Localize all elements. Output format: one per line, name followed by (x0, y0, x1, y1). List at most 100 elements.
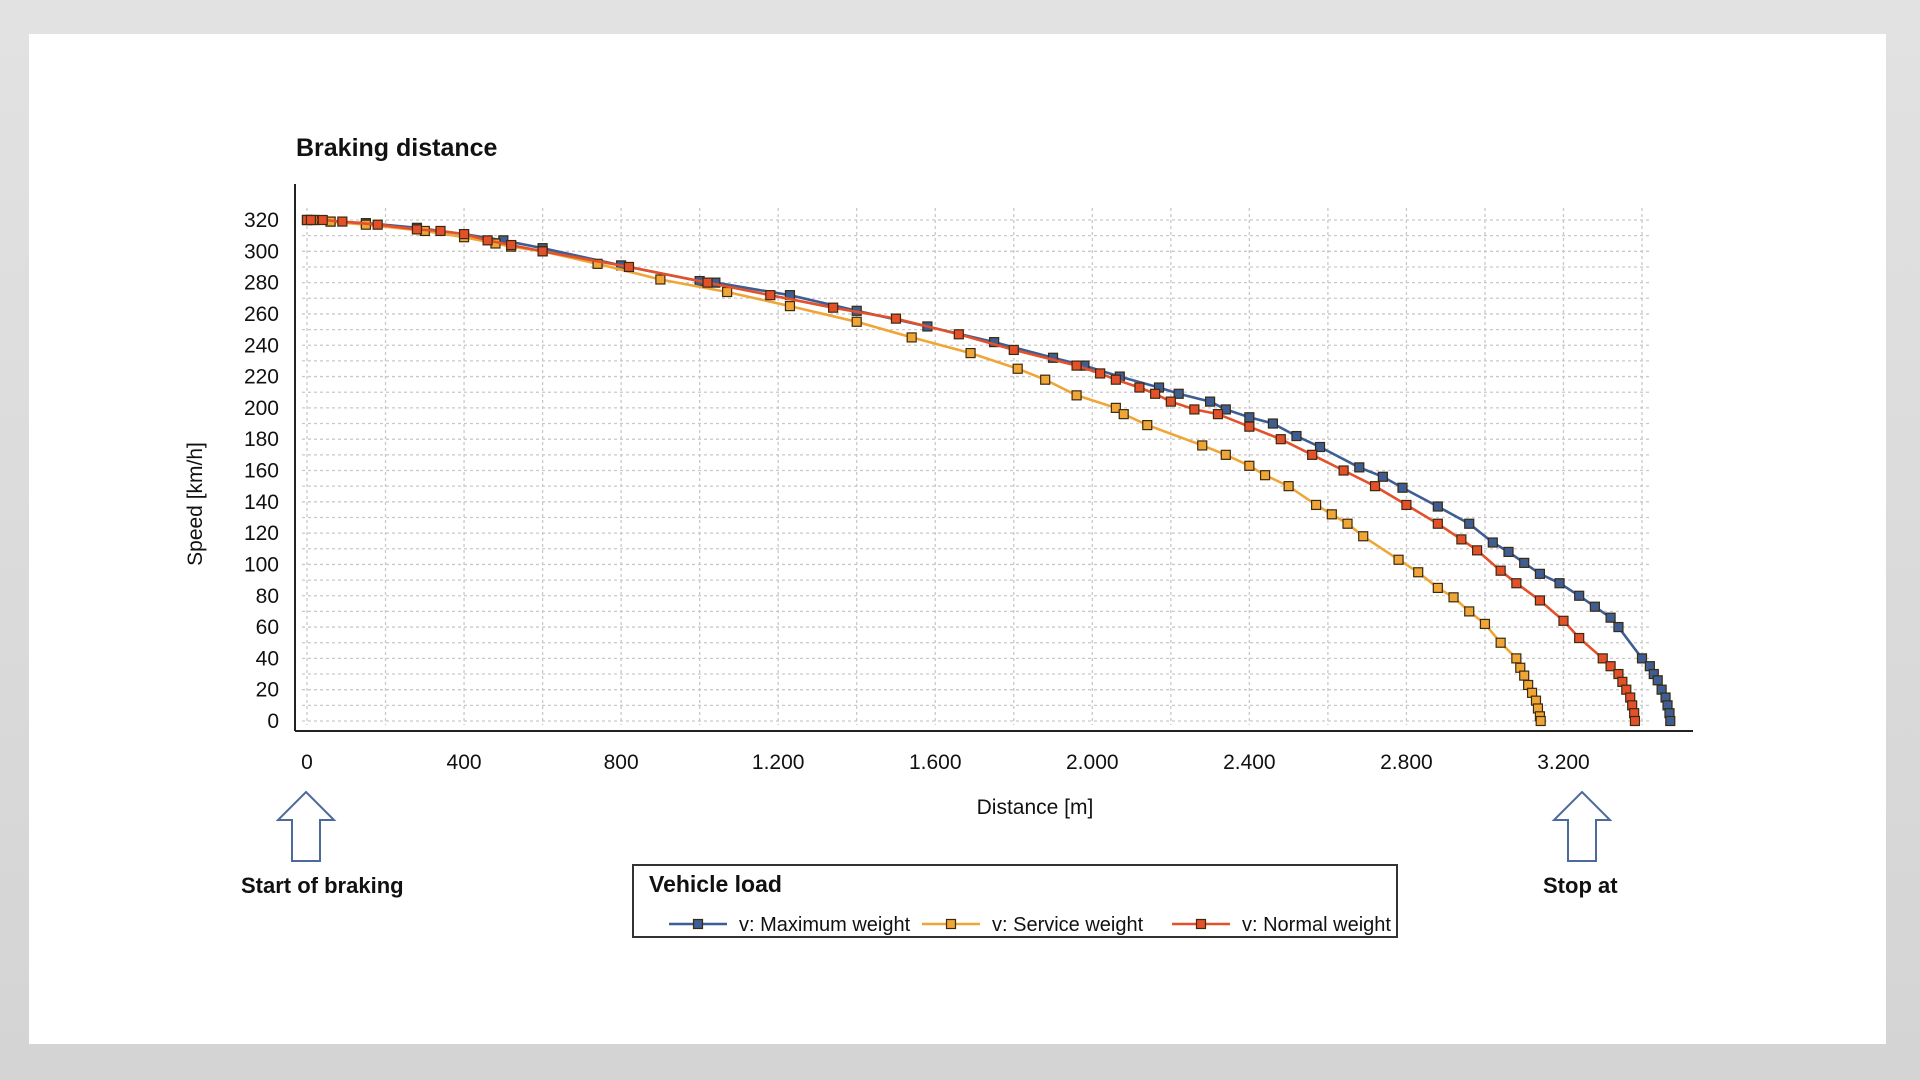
data-point (965, 347, 976, 359)
data-point (1652, 675, 1663, 686)
braking-distance-chart: Braking distance 0 400 800 1.200 1.600 2.000 2… (184, 134, 1693, 938)
y-tick-label: 320 (244, 209, 279, 232)
x-axis-tick-labels: 0 400 800 1.200 1.600 2.000 2.400 2.800 3.200 (301, 751, 1590, 774)
axes (294, 184, 1693, 732)
y-tick-label: 140 (244, 491, 279, 514)
data-point (1307, 449, 1318, 460)
x-tick-label: 2.800 (1380, 751, 1433, 774)
data-point (411, 224, 423, 235)
y-tick-label: 80 (256, 585, 279, 608)
data-point (1574, 632, 1585, 644)
data-point (435, 225, 446, 237)
y-axis-label: Speed [km/h] (184, 442, 207, 566)
data-point (1283, 481, 1294, 492)
data-point (1012, 363, 1023, 374)
data-point (1197, 440, 1208, 451)
data-point (1558, 615, 1569, 626)
data-point (1464, 518, 1475, 529)
legend-box (632, 864, 1398, 938)
data-point (1311, 499, 1322, 511)
data-point (953, 329, 964, 340)
data-point (1464, 606, 1475, 617)
data-point (1534, 568, 1546, 579)
data-point (1665, 715, 1676, 727)
series-3 (301, 214, 1641, 727)
data-point (1401, 499, 1412, 511)
data-point (828, 302, 839, 313)
legend-swatch-marker (945, 918, 957, 930)
x-tick-label: 3.200 (1537, 751, 1590, 774)
data-point (1535, 715, 1546, 727)
data-point (506, 239, 517, 251)
data-point (1554, 578, 1565, 589)
x-tick-label: 1.200 (752, 751, 805, 774)
data-point (1071, 390, 1082, 401)
data-point (1244, 412, 1255, 423)
data-point (372, 219, 383, 230)
data-point (1629, 715, 1641, 727)
y-tick-label: 260 (244, 303, 279, 326)
legend: Vehicle load v: Maximum weight v: Service… (632, 864, 1398, 938)
data-point (1432, 518, 1443, 529)
data-point (851, 316, 862, 327)
data-point (765, 290, 776, 301)
data-point (1471, 545, 1483, 556)
x-tick-label: 2.000 (1066, 751, 1119, 774)
data-point (1397, 482, 1408, 493)
data-point (1358, 531, 1369, 542)
data-point (1244, 421, 1255, 432)
data-point (1377, 471, 1388, 482)
data-point (1511, 653, 1522, 664)
data-point (1495, 637, 1506, 648)
data-point (1511, 578, 1522, 589)
y-tick-label: 20 (256, 679, 279, 702)
data-point (337, 216, 348, 227)
data-point (317, 214, 328, 226)
data-point (1338, 465, 1349, 476)
x-tick-label: 2.400 (1223, 751, 1276, 774)
x-tick-label: 0 (301, 751, 313, 774)
y-axis-tick-labels: 0 20 40 60 80 100 120 140 160 180 200 220 240 260 280 3… (244, 209, 279, 733)
data-point (1314, 441, 1326, 453)
legend-item: v: Maximum weight (669, 914, 911, 936)
data-point (537, 246, 548, 257)
gridlines (302, 208, 1650, 725)
data-point (784, 301, 796, 312)
legend-swatch-marker (1195, 918, 1207, 930)
series-layer (301, 214, 1676, 727)
data-point (1244, 460, 1255, 471)
data-point (1597, 653, 1608, 664)
x-tick-label: 800 (604, 751, 639, 774)
data-point (1369, 481, 1381, 492)
y-tick-label: 160 (244, 460, 279, 483)
y-tick-label: 240 (244, 334, 279, 357)
y-tick-label: 60 (256, 616, 279, 639)
data-point (1534, 595, 1546, 606)
legend-item: v: Normal weight (1172, 914, 1391, 936)
data-point (1605, 612, 1616, 623)
data-point (1432, 582, 1443, 594)
data-point (722, 286, 733, 298)
y-tick-label: 0 (267, 710, 279, 733)
data-point (1134, 382, 1145, 393)
data-point (1519, 670, 1530, 681)
y-tick-label: 220 (244, 366, 279, 389)
data-point (1291, 430, 1302, 442)
data-point (906, 332, 917, 343)
data-point (1495, 565, 1506, 576)
data-point (1432, 501, 1443, 512)
data-point (1574, 590, 1585, 601)
legend-label: v: Normal weight (1242, 914, 1391, 936)
legend-title: Vehicle load (649, 871, 782, 897)
data-point (1110, 374, 1121, 385)
chart-card: Braking distance 0 400 800 1.200 1.600 2.000 2… (29, 34, 1886, 1044)
up-arrow-start-icon (275, 790, 337, 862)
data-point (655, 274, 666, 285)
data-point (1259, 470, 1271, 481)
y-tick-label: 180 (244, 428, 279, 451)
data-point (1008, 344, 1019, 356)
up-arrow-stop-icon (1551, 790, 1613, 862)
data-point (1142, 419, 1153, 431)
data-point (1589, 601, 1600, 612)
y-tick-label: 120 (244, 522, 279, 545)
